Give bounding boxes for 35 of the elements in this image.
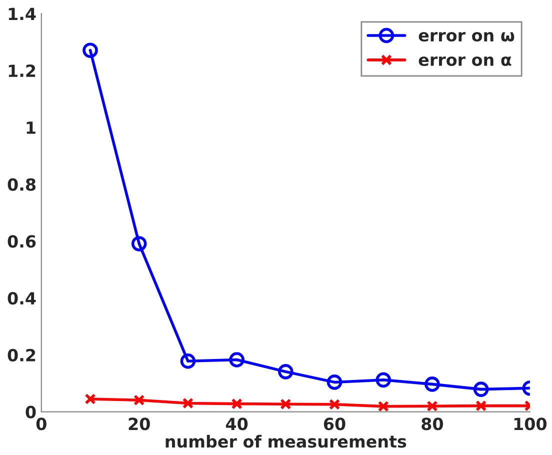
point (376, 372, 392, 388)
point (84, 393, 96, 405)
legend-label: error on α (418, 56, 512, 66)
point (426, 400, 438, 412)
point (278, 364, 294, 380)
point (180, 354, 196, 369)
point (131, 236, 147, 252)
y-tick-label: 0.6 (8, 235, 36, 248)
y-tick-label: 0 (26, 406, 36, 418)
y-tick-label: 0.4 (8, 292, 36, 305)
x-tick-label: 60 (324, 418, 346, 430)
point (82, 42, 98, 58)
legend-label: error on ω (418, 32, 514, 42)
x-tick-label: 80 (422, 418, 444, 430)
y-tick-label: 0.2 (8, 348, 36, 362)
point (476, 400, 487, 412)
point (229, 352, 244, 368)
x-axis-title: number of measurements (166, 434, 406, 448)
point (326, 374, 342, 390)
point (182, 398, 194, 409)
point (328, 398, 340, 410)
x-tick-label: 20 (128, 418, 150, 430)
point (231, 398, 242, 410)
point (473, 382, 489, 397)
point (134, 394, 145, 406)
point (378, 400, 389, 412)
x-tick-label: 40 (226, 418, 248, 430)
x-tick-label: 0 (36, 418, 46, 430)
y-tick-label: 1 (26, 122, 36, 134)
y-tick-label: 0.8 (8, 178, 36, 191)
x-tick-label: 100 (514, 418, 547, 430)
y-tick-label: 1.2 (8, 64, 36, 77)
point (424, 376, 440, 392)
y-tick-label: 1.4 (8, 8, 36, 20)
point (280, 398, 292, 410)
